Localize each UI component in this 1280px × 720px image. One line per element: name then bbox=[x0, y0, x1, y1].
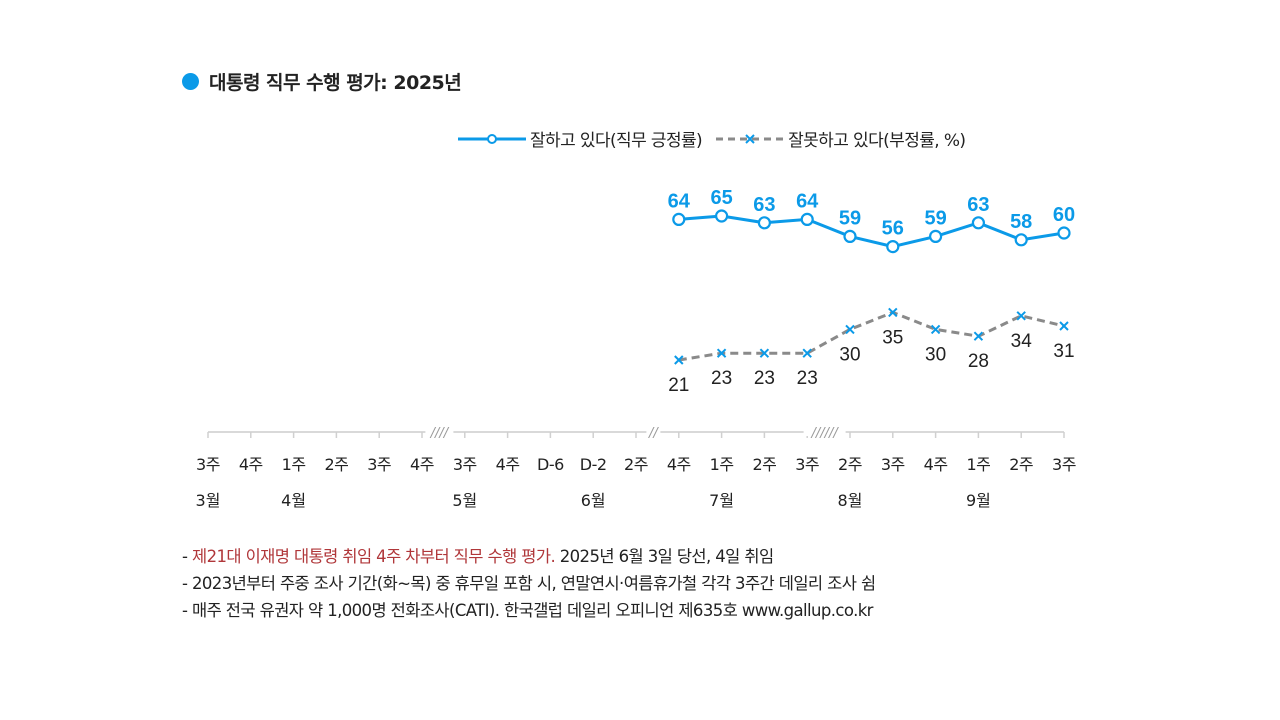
positive-value-label: 56 bbox=[882, 218, 904, 240]
chart-notes: - 제21대 이재명 대통령 취임 4주 차부터 직무 수행 평가. 2025년… bbox=[182, 543, 876, 624]
negative-value-label: 30 bbox=[839, 344, 860, 365]
positive-point-circle-icon bbox=[800, 212, 814, 226]
x-tick-label: 3주 bbox=[881, 455, 905, 474]
positive-point-circle-icon bbox=[843, 229, 857, 243]
month-label: 6월 bbox=[581, 491, 606, 510]
x-tick-label: 3주 bbox=[795, 455, 819, 474]
chart-title: 대통령 직무 수행 평가: 2025년 bbox=[182, 68, 462, 95]
note-1: - 제21대 이재명 대통령 취임 4주 차부터 직무 수행 평가. 2025년… bbox=[182, 547, 774, 566]
x-tick-label: 4주 bbox=[239, 455, 263, 474]
x-tick-label: 1주 bbox=[282, 455, 306, 474]
negative-value-label: 35 bbox=[882, 327, 903, 348]
legend-positive: 잘하고 있다(직무 긍정률) bbox=[458, 126, 703, 151]
note-2: - 2023년부터 주중 조사 기간(화~목) 중 휴무일 포함 시, 연말연시… bbox=[182, 574, 876, 593]
legend-negative-line-icon bbox=[716, 133, 785, 144]
positive-point-circle-icon bbox=[971, 216, 986, 230]
x-tick-label: 3주 bbox=[196, 455, 220, 474]
x-tick-label: D-2 bbox=[580, 455, 607, 474]
chart-title-text: 대통령 직무 수행 평가: 2025년 bbox=[209, 72, 462, 94]
positive-point-circle-icon bbox=[1014, 233, 1028, 247]
negative-point-x-icon bbox=[888, 307, 898, 318]
positive-point-circle-icon bbox=[714, 209, 729, 223]
negative-point-x-icon bbox=[759, 348, 770, 358]
positive-value-label: 59 bbox=[839, 207, 861, 229]
negative-point-x-icon bbox=[973, 331, 984, 341]
negative-point-x-icon bbox=[802, 348, 812, 358]
month-label: 3월 bbox=[196, 491, 221, 510]
title-bullet-icon bbox=[182, 73, 199, 90]
x-tick-label: 3주 bbox=[1052, 455, 1076, 474]
positive-value-label: 63 bbox=[967, 194, 989, 216]
negative-value-label: 23 bbox=[711, 368, 732, 389]
negative-point-x-icon bbox=[1059, 321, 1069, 331]
axis-break-mark: // bbox=[648, 426, 659, 441]
positive-value-label: 60 bbox=[1053, 204, 1075, 226]
positive-point-circle-icon bbox=[672, 212, 686, 226]
axis-break-mark: ////// bbox=[810, 426, 839, 441]
x-tick-label: 2주 bbox=[324, 455, 348, 474]
x-tick-label: 1주 bbox=[710, 455, 734, 474]
x-tick-label: 4주 bbox=[410, 455, 434, 474]
positive-series-line bbox=[678, 214, 1065, 249]
line-chart: 3주 4주 1주 2주 3주 4주 3주 4주 D-6 D-2 2주 4주 1주 2주 3주 2주 3주 4주 1주… bbox=[196, 187, 1077, 510]
month-label: 7월 bbox=[709, 491, 734, 510]
negative-value-label: 23 bbox=[754, 368, 775, 389]
positive-value-label: 64 bbox=[796, 190, 819, 212]
chart-legend: 잘하고 있다(직무 긍정률) 잘못하고 있다(부정률, %) bbox=[458, 126, 979, 151]
positive-point-circle-icon bbox=[1057, 226, 1071, 240]
x-tick-label: 2주 bbox=[1009, 455, 1033, 474]
note-3: - 매주 전국 유권자 약 1,000명 전화조사(CATI). 한국갤럽 데일… bbox=[182, 601, 873, 620]
legend-positive-line-icon bbox=[458, 133, 526, 144]
x-tick-label: D-6 bbox=[537, 455, 564, 474]
negative-point-x-icon bbox=[845, 324, 855, 335]
negative-value-label: 31 bbox=[1053, 341, 1074, 362]
x-tick-label: 2주 bbox=[752, 455, 776, 474]
x-tick-label: 1주 bbox=[966, 455, 990, 474]
legend-negative: 잘못하고 있다(부정률, %) bbox=[716, 126, 966, 151]
x-tick-label: 4주 bbox=[924, 455, 948, 474]
negative-value-label: 30 bbox=[925, 344, 946, 365]
negative-value-label: 21 bbox=[668, 375, 689, 396]
negative-point-x-icon bbox=[1016, 311, 1026, 321]
negative-value-label: 34 bbox=[1011, 331, 1033, 352]
axis-break-mark: //// bbox=[430, 426, 450, 441]
negative-point-x-icon bbox=[674, 355, 684, 365]
positive-point-circle-icon bbox=[886, 240, 900, 254]
positive-point-circle-icon bbox=[757, 216, 772, 230]
x-tick-label: 2주 bbox=[624, 455, 648, 474]
positive-value-label: 58 bbox=[1010, 211, 1032, 233]
positive-value-label: 65 bbox=[710, 187, 732, 209]
month-label: 5월 bbox=[452, 491, 477, 510]
month-label: 4월 bbox=[281, 491, 306, 510]
negative-point-x-icon bbox=[716, 348, 727, 358]
x-tick-label: 2주 bbox=[838, 455, 862, 474]
x-tick-label: 3주 bbox=[367, 455, 391, 474]
positive-value-label: 64 bbox=[668, 190, 691, 212]
legend-positive-label: 잘하고 있다(직무 긍정률) bbox=[530, 131, 703, 151]
negative-value-label: 28 bbox=[968, 351, 989, 372]
positive-value-label: 63 bbox=[753, 194, 775, 216]
month-label: 9월 bbox=[966, 491, 991, 510]
x-tick-label: 3주 bbox=[453, 455, 477, 474]
x-tick-label: 4주 bbox=[496, 455, 520, 474]
legend-negative-label: 잘못하고 있다(부정률, %) bbox=[788, 131, 966, 151]
positive-point-circle-icon bbox=[928, 229, 943, 243]
negative-point-x-icon bbox=[930, 324, 941, 335]
negative-series-line bbox=[678, 310, 1065, 362]
positive-value-label: 59 bbox=[924, 207, 946, 229]
negative-value-label: 23 bbox=[797, 368, 818, 389]
month-label: 8월 bbox=[838, 491, 863, 510]
x-tick-label: 4주 bbox=[667, 455, 691, 474]
